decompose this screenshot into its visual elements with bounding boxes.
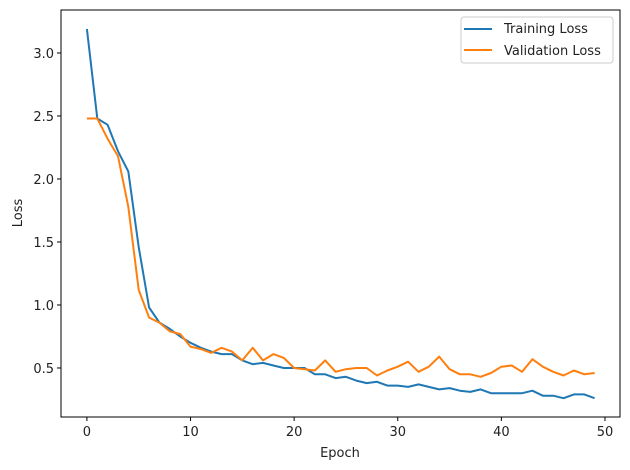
y-tick-label: 3.0: [33, 47, 54, 62]
x-tick-label: 10: [182, 425, 199, 440]
x-tick-label: 30: [389, 425, 406, 440]
legend-label-validation: Validation Loss: [504, 44, 601, 59]
y-axis-label: Loss: [11, 199, 26, 228]
y-tick-label: 2.5: [33, 110, 54, 125]
x-tick-label: 0: [83, 425, 91, 440]
plot-area: [85, 28, 595, 400]
x-tick-label: 40: [493, 425, 510, 440]
series-line-validation-loss: [86, 117, 595, 378]
y-tick-label: 0.5: [33, 362, 54, 377]
y-tick-label: 2.0: [33, 173, 54, 188]
y-axis: 0.5 1.0 1.5 2.0 2.5 3.0: [33, 47, 61, 377]
x-axis-label: Epoch: [320, 446, 360, 461]
series-line-training-loss: [85, 28, 595, 400]
x-tick-label: 50: [597, 425, 614, 440]
legend: Training Loss Validation Loss: [460, 16, 614, 64]
y-tick-label: 1.5: [33, 236, 54, 251]
x-axis: 0 10 20 30 40 50: [83, 417, 613, 440]
y-tick-label: 1.0: [33, 299, 54, 314]
legend-box: [460, 16, 614, 64]
axes-frame: [60, 9, 621, 418]
legend-label-training: Training Loss: [503, 22, 588, 37]
x-tick-label: 20: [286, 425, 303, 440]
